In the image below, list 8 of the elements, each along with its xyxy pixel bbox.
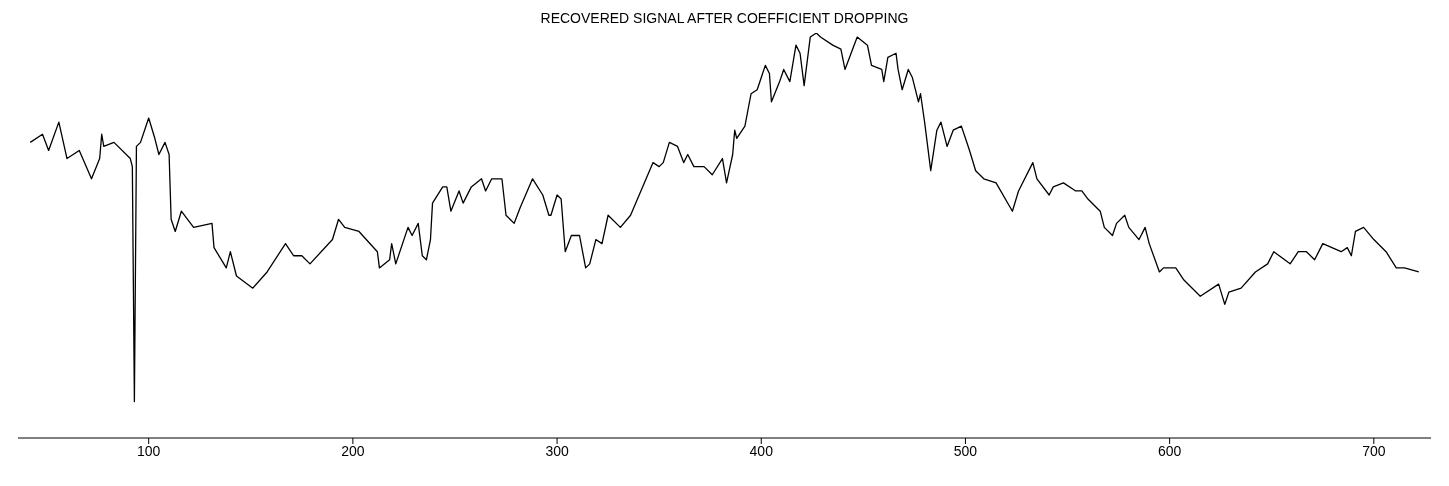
x-tick-label: 500 <box>953 442 978 459</box>
x-tick-label: 300 <box>545 442 569 459</box>
x-tick-label: 700 <box>1362 442 1386 459</box>
chart-title: RECOVERED SIGNAL AFTER COEFFICIENT DROPPING <box>539 9 910 28</box>
x-tick-label: 200 <box>341 442 365 459</box>
x-tick-label: 600 <box>1157 442 1182 459</box>
x-tick-label: 400 <box>749 442 774 459</box>
x-tick-label: 100 <box>137 442 161 459</box>
